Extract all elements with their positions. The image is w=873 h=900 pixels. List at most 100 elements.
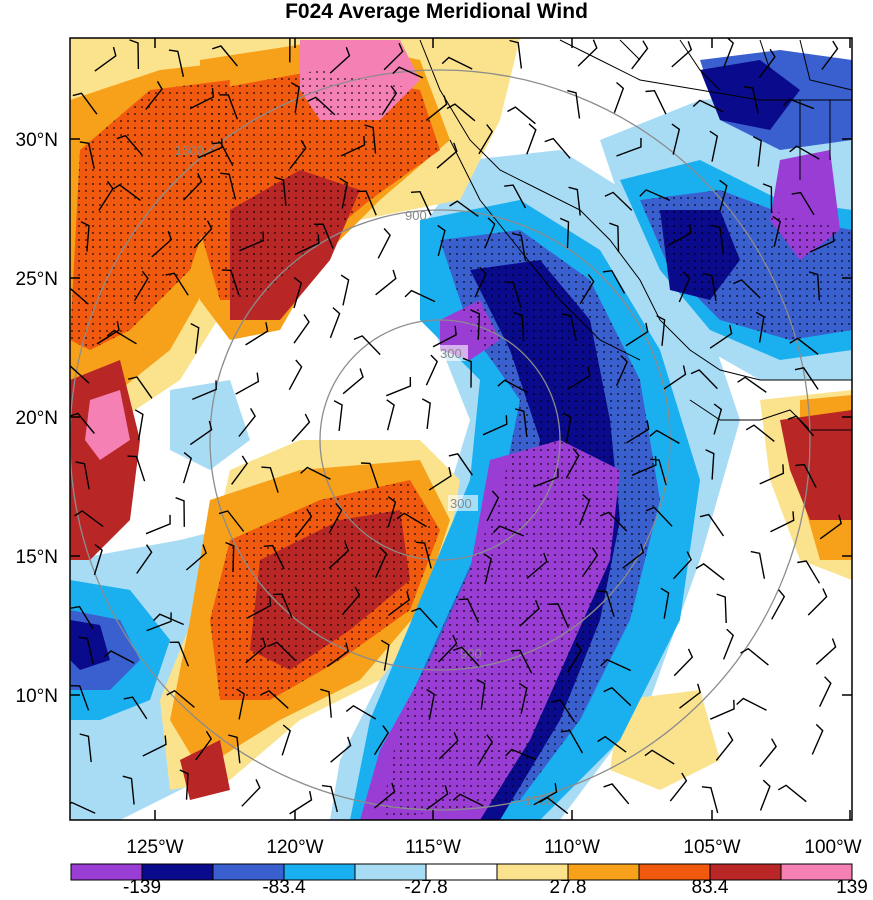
wind-barb-123: [615, 355, 628, 386]
wind-barb-188: [672, 551, 692, 580]
wind-barb-71: [437, 224, 446, 256]
wind-barb-73: [512, 232, 527, 262]
wind-barb-84: [293, 277, 303, 309]
wind-barb-171: [600, 511, 628, 532]
wind-barb-15: [821, 40, 839, 70]
wind-barb-45: [709, 130, 719, 162]
wind-barb-251: [597, 735, 627, 753]
wind-barb-154: [565, 448, 580, 479]
ring-label-900-bottom: 900: [460, 646, 482, 661]
wind-barb-40: [478, 124, 494, 155]
wind-barb-117: [342, 368, 364, 395]
wind-barb-138: [562, 412, 572, 444]
wind-barb-9: [509, 39, 523, 69]
wind-barb-224: [70, 685, 90, 711]
longitude-labels: 125°W 120°W 115°W 110°W 105°W 100°W: [126, 837, 861, 858]
wind-barb-78: [772, 215, 781, 248]
wind-barb-139: [626, 420, 650, 444]
wind-barb-244: [281, 724, 292, 756]
wind-barb-115: [235, 372, 260, 395]
wind-barb-17: [145, 81, 163, 110]
wind-barb-216: [453, 646, 480, 667]
wind-barb-101: [329, 307, 341, 339]
colorbar-label-0: -139: [123, 877, 161, 898]
wind-barb-116: [288, 359, 303, 391]
wind-barb-235: [603, 686, 632, 707]
colorbar-label-2: -27.8: [404, 877, 447, 898]
ring-label-900-top: 900: [405, 208, 427, 223]
colorbar-swatch-10: [780, 863, 853, 881]
wind-barb-70: [377, 228, 391, 259]
wind-barb-198: [387, 591, 411, 616]
wind-barb-131: [238, 408, 256, 437]
wind-barb-183: [415, 541, 432, 569]
wind-barb-23: [425, 95, 448, 121]
wind-barb-256: [70, 801, 96, 814]
wind-barb-6: [383, 42, 404, 71]
wind-barb-248: [478, 734, 494, 765]
wind-barb-18: [189, 87, 215, 110]
wind-barb-236: [679, 683, 702, 709]
wind-barb-202: [548, 603, 570, 628]
lon-label-100w: 100°W: [804, 837, 861, 858]
wind-barb-21: [307, 96, 336, 116]
lon-label-105w: 105°W: [683, 837, 740, 858]
wind-barb-249: [505, 748, 537, 761]
wind-barb-166: [387, 496, 397, 528]
wind-barb-10: [577, 39, 598, 67]
wind-barb-52: [274, 176, 287, 206]
wind-barb-221: [722, 628, 735, 660]
wind-barb-85: [340, 274, 350, 306]
wind-barb-253: [715, 731, 734, 761]
wind-barb-106: [561, 313, 577, 342]
ring-label-300-bottom: 300: [450, 496, 472, 511]
wind-barb-104: [470, 309, 481, 340]
wind-barb-196: [272, 593, 293, 619]
wind-barb-72: [484, 217, 496, 249]
wind-barb-190: [750, 550, 766, 579]
wind-barb-168: [486, 490, 500, 522]
colorbar-label-4: 83.4: [692, 877, 729, 898]
lat-label-25n: 25°N: [16, 269, 58, 290]
wind-barb-264: [452, 793, 484, 807]
wind-barb-121: [497, 379, 528, 394]
wind-barb-7: [392, 66, 424, 79]
wind-barb-79: [809, 232, 835, 253]
coastlines: [419, 39, 852, 431]
wind-barb-93: [702, 272, 717, 302]
wind-barb-260: [289, 790, 313, 815]
wind-barb-164: [294, 508, 313, 538]
wind-barb-95: [808, 271, 821, 301]
range-ring-1500: [70, 69, 811, 811]
wind-barb-89: [504, 281, 522, 308]
lon-label-120w: 120°W: [266, 837, 323, 858]
ring-label-1500-upper-left: 1500: [175, 143, 204, 158]
wind-barb-81: [133, 270, 149, 302]
wind-barb-268: [669, 772, 688, 802]
wind-barb-25: [507, 106, 536, 125]
wind-barb-8: [441, 56, 473, 70]
wind-barb-231: [426, 688, 435, 720]
wind-barb-259: [241, 779, 261, 807]
wind-barb-161: [145, 514, 171, 535]
wind-barb-64: [80, 221, 90, 252]
wind-barb-118: [386, 376, 412, 397]
wind-barb-170: [579, 493, 591, 526]
wind-barb-147: [231, 455, 248, 485]
wind-barb-125: [690, 369, 718, 390]
wind-barb-233: [518, 682, 528, 714]
wind-barb-94: [733, 279, 761, 299]
wind-barb-250: [560, 729, 584, 754]
axis-ticks: [70, 38, 852, 820]
wind-barb-206: [771, 589, 786, 620]
wind-barb-28: [645, 89, 667, 115]
wind-barb-105: [513, 311, 525, 342]
wind-barb-111: [789, 337, 819, 355]
wind-barb-36: [289, 140, 307, 170]
wind-barb-269: [701, 786, 719, 814]
plot-frame: [69, 37, 853, 821]
wind-barb-158: [759, 464, 785, 485]
wind-barb-230: [345, 704, 377, 720]
wind-barb-150: [360, 462, 379, 489]
wind-barb-187: [622, 543, 645, 569]
